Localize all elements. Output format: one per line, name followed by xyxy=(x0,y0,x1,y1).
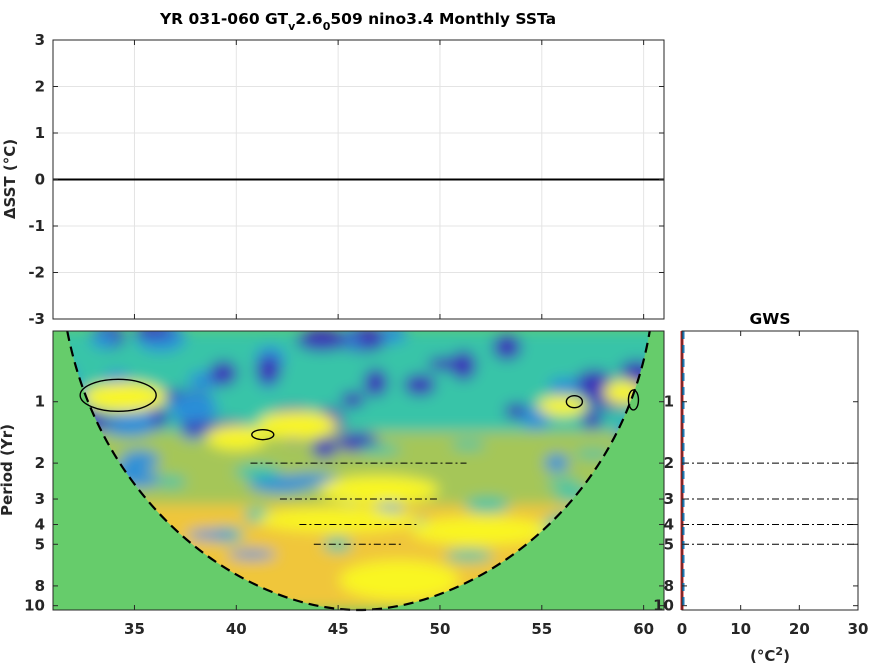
wavelet-y-ticks: 1 2 3 45 8 10 xyxy=(24,393,664,615)
gws-y-ticks: 1 2 3 45 8 10 xyxy=(653,393,858,615)
gws-x-tick-label: 30 xyxy=(848,620,869,638)
wavelet-power-high-cell xyxy=(318,475,439,504)
gws-y-tick-label: 2 xyxy=(664,454,674,472)
wavelet-power-mid-cell xyxy=(444,549,494,562)
wavelet-power-low-cell xyxy=(169,393,218,423)
wavelet-power-mid-cell xyxy=(464,497,510,513)
significance-contour xyxy=(565,395,584,409)
sst-y-tick-label: -3 xyxy=(28,310,45,328)
gws-y-tick-label: 8 xyxy=(664,577,674,595)
wavelet-power-low-cell xyxy=(376,331,408,344)
wavelet-power-low-cell xyxy=(311,438,338,459)
sst-y-ticks: 3 2 1 0 -1 -2 -3 xyxy=(28,31,664,328)
gws-y-tick-label: 5 xyxy=(664,535,674,553)
gws-x-ticks: 0 10 20 30 xyxy=(677,331,869,638)
sst-x-ticks xyxy=(133,40,645,319)
wavelet-power-low-cell xyxy=(209,360,238,386)
wavelet-power-high-cell xyxy=(537,396,588,417)
wavelet-y-tick-label: 2 xyxy=(35,454,45,472)
gws-reference-lines xyxy=(682,462,858,545)
sst-y-tick-label: -2 xyxy=(28,264,45,282)
wavelet-x-tick-label: 40 xyxy=(226,620,247,638)
wavelet-reference-lines xyxy=(250,462,467,545)
wavelet-y-tick-label: 1 xyxy=(35,393,45,411)
sst-y-tick-label: 1 xyxy=(35,124,45,142)
sst-y-axis-label: ΔSST (°C) xyxy=(1,139,19,219)
significance-contour xyxy=(79,378,157,412)
wavelet-power-low-cell xyxy=(255,356,282,385)
wavelet-power-high-cell xyxy=(257,410,338,439)
wavelet-power-mid-cell xyxy=(323,537,352,552)
wavelet-power-mid-cell xyxy=(157,475,186,488)
wavelet-x-tick-label: 55 xyxy=(531,620,552,638)
wavelet-power-high-cell xyxy=(339,560,460,601)
wavelet-power-mid-cell xyxy=(547,478,582,490)
gws-y-tick-label: 1 xyxy=(664,393,674,411)
wavelet-y-tick-label: 10 xyxy=(24,597,45,615)
wavelet-power-mid-cell xyxy=(234,464,280,480)
wavelet-power-high-cell xyxy=(258,507,419,532)
gws-x-tick-label: 10 xyxy=(730,620,751,638)
wavelet-power-low-cell xyxy=(90,331,117,349)
gws-y-tick-label: 3 xyxy=(664,490,674,508)
wavelet-y-tick-label: 5 xyxy=(35,535,45,553)
wavelet-x-tick-label: 35 xyxy=(124,620,145,638)
wavelet-power-low-cell xyxy=(450,350,477,381)
wavelet-power-mid-cell xyxy=(186,529,239,540)
wavelet-power-low-cell xyxy=(403,374,436,396)
wavelet-power-mid-cell xyxy=(451,440,486,450)
gws-x-tick-label: 0 xyxy=(677,620,687,638)
gws-plot-frame xyxy=(681,330,859,611)
wavelet-x-tick-label: 45 xyxy=(328,620,349,638)
top-chart-title: YR 031-060 GTv2.60509 nino3.4 Monthly SS… xyxy=(159,10,556,33)
significance-contour xyxy=(251,428,275,441)
wavelet-power-low-cell xyxy=(363,368,388,397)
wavelet-power-high-cell xyxy=(410,516,551,545)
wavelet-power-low-cell xyxy=(340,391,365,409)
wavelet-power-low-cell xyxy=(492,334,522,361)
wavelet-y-tick-label: 8 xyxy=(35,577,45,595)
sst-y-tick-label: -1 xyxy=(28,217,45,235)
wavelet-power-low-cell xyxy=(115,405,155,435)
wavelet-power-low-cell xyxy=(548,377,583,395)
wavelet-power-low-cell xyxy=(296,331,348,352)
wavelet-power-mid-cell xyxy=(358,444,402,455)
significance-contours xyxy=(79,378,640,441)
gws-x-axis-label: (°C2) xyxy=(750,645,790,663)
wavelet-power-mid-cell xyxy=(574,449,613,459)
sst-y-tick-label: 2 xyxy=(35,78,45,96)
sst-y-tick-label: 3 xyxy=(35,31,45,49)
wavelet-y-tick-label: 4 xyxy=(35,516,45,534)
sst-y-tick-label: 0 xyxy=(35,171,45,189)
wavelet-y-axis-label: Period (Yr) xyxy=(0,424,16,516)
gws-x-tick-label: 20 xyxy=(789,620,810,638)
wavelet-y-tick-label: 3 xyxy=(35,490,45,508)
wavelet-power-low-cell xyxy=(581,410,603,429)
gws-title: GWS xyxy=(750,310,791,328)
wavelet-x-ticks: 35 40 45 50 55 60 xyxy=(124,605,654,638)
wavelet-power-low-cell xyxy=(351,331,384,343)
wavelet-power-mid-cell xyxy=(120,450,160,470)
wavelet-power-high-cell xyxy=(82,382,167,413)
wavelet-power-high-cell xyxy=(206,425,267,450)
wavelet-power-mid-cell xyxy=(544,453,569,472)
wavelet-power-mid-cell xyxy=(228,549,276,560)
significance-contour xyxy=(627,389,640,411)
gws-y-tick-label: 4 xyxy=(664,516,674,534)
wavelet-plot-frame xyxy=(52,330,665,611)
gws-plot-area xyxy=(682,331,858,610)
wavelet-power-low-cell xyxy=(427,357,460,371)
wavelet-x-tick-label: 50 xyxy=(430,620,451,638)
wavelet-x-tick-label: 60 xyxy=(633,620,654,638)
gws-y-tick-label: 10 xyxy=(653,597,674,615)
